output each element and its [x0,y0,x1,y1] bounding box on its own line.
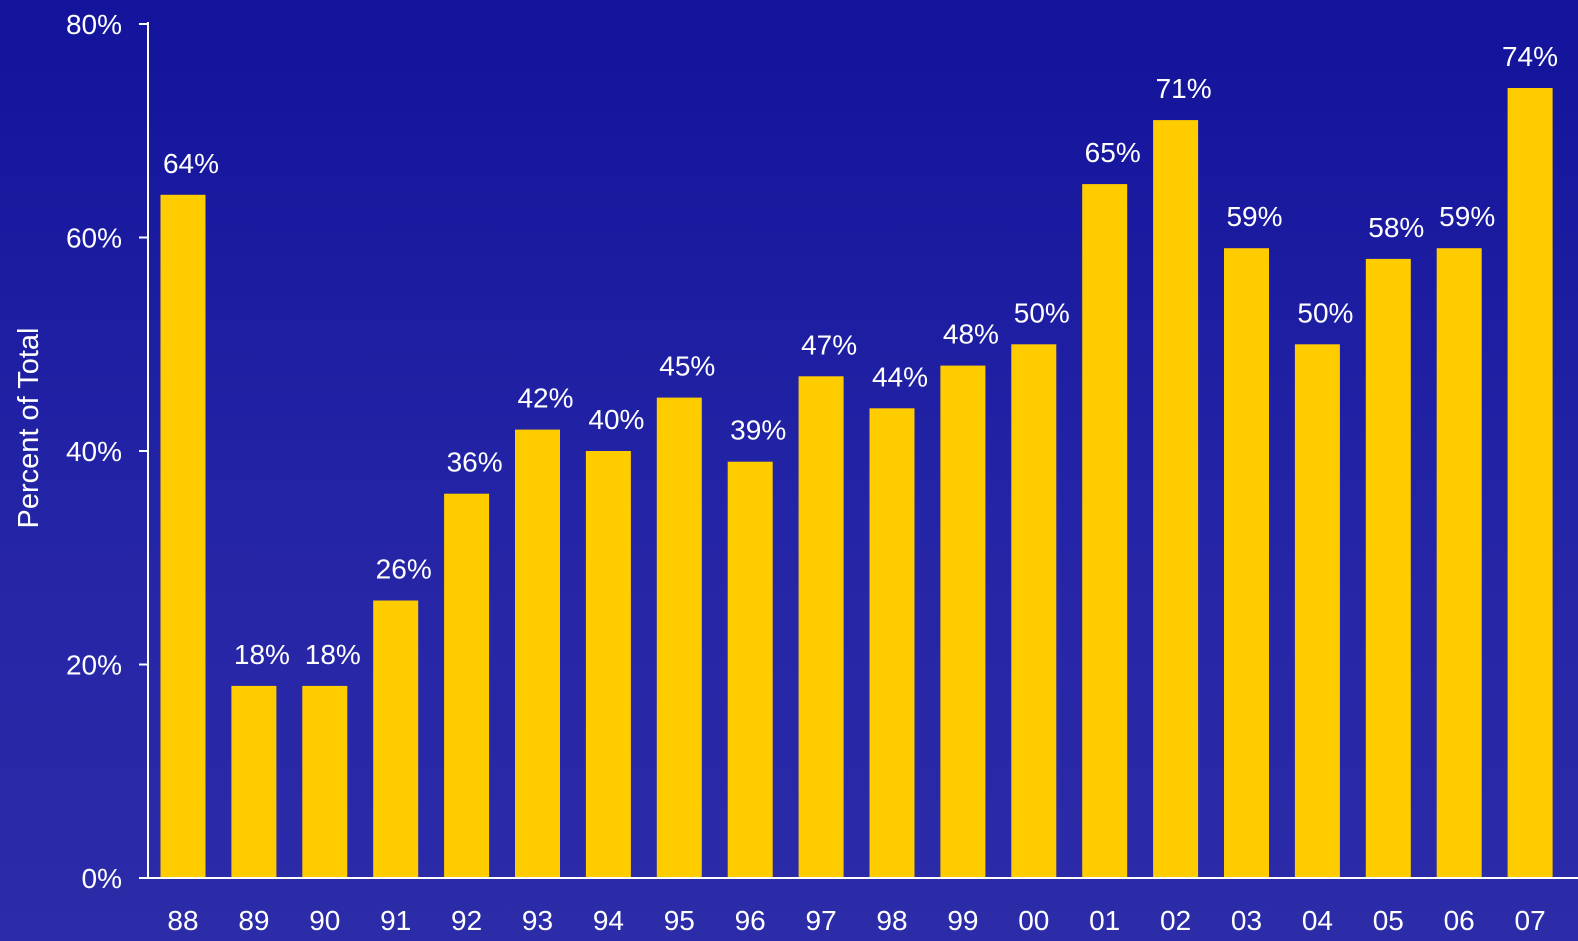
bar-89 [231,685,277,878]
data-label: 47% [801,329,857,360]
bar-02 [1153,120,1199,879]
data-label: 39% [730,415,786,446]
x-tick-label: 96 [735,905,766,936]
x-tick-label: 06 [1444,905,1475,936]
axes-group [140,22,1578,879]
x-tick-label: 88 [167,905,198,936]
y-tick-label: 80% [66,9,122,40]
y-tick-label: 60% [66,223,122,254]
data-label: 26% [376,554,432,585]
x-tick-label: 90 [309,905,340,936]
data-label: 48% [943,319,999,350]
x-tick-label: 03 [1231,905,1262,936]
data-label: 59% [1439,201,1495,232]
x-tick-label: 01 [1089,905,1120,936]
data-label: 50% [1297,297,1353,328]
data-label: 18% [305,639,361,670]
data-label: 74% [1502,41,1558,72]
data-label: 44% [872,361,928,392]
x-tick-label: 92 [451,905,482,936]
y-tick-label: 20% [66,650,122,681]
bar-94 [585,451,631,878]
data-label: 42% [517,383,573,414]
x-tick-label: 02 [1160,905,1191,936]
bar-03 [1224,248,1269,878]
data-label: 40% [588,404,644,435]
x-labels-group: 88 89 90 91 92 93 94 95 96 97 98 99 00 01 02 03 04 05 06 07 [167,905,1545,936]
data-label: 64% [163,148,219,179]
bar-05 [1365,258,1411,878]
data-label: 50% [1014,297,1070,328]
bar-97 [798,376,844,878]
x-tick-label: 00 [1018,905,1049,936]
bar-00 [1011,344,1057,879]
bars-group [160,88,1553,879]
bar-98 [869,408,915,878]
data-labels-group: 64% 18% 18% 26% 36% 42% 40% 45% 39% 47% 44% 48% 50% 6… [163,41,1558,670]
y-tick-label: 0% [82,863,122,894]
x-tick-label: 05 [1373,905,1404,936]
data-label: 36% [447,447,503,478]
y-ticks-group: 0% 20% 40% 60% 80% [66,9,148,894]
data-label: 59% [1226,201,1282,232]
bar-90 [302,685,348,878]
bar-99 [940,365,986,879]
x-tick-label: 99 [947,905,978,936]
bar-92 [444,493,490,878]
x-tick-label: 98 [876,905,907,936]
data-label: 71% [1156,73,1212,104]
data-label: 18% [234,639,290,670]
x-tick-label: 97 [806,905,837,936]
bar-06 [1436,248,1482,878]
bar-07 [1507,88,1553,878]
x-tick-label: 07 [1515,905,1546,936]
bar-01 [1082,184,1128,879]
bar-93 [515,429,560,878]
bar-96 [727,461,773,878]
x-tick-label: 91 [380,905,411,936]
x-tick-label: 93 [522,905,553,936]
data-label: 58% [1368,212,1424,243]
bar-88 [160,194,206,879]
bar-04 [1294,344,1340,879]
x-tick-label: 04 [1302,905,1333,936]
x-tick-label: 95 [664,905,695,936]
y-tick-label: 40% [66,436,122,467]
data-label: 65% [1085,137,1141,168]
bar-91 [373,600,419,878]
data-label: 45% [659,351,715,382]
x-tick-label: 89 [238,905,269,936]
bar-95 [656,397,702,878]
x-tick-label: 94 [593,905,624,936]
y-axis-title: Percent of Total [13,328,45,529]
